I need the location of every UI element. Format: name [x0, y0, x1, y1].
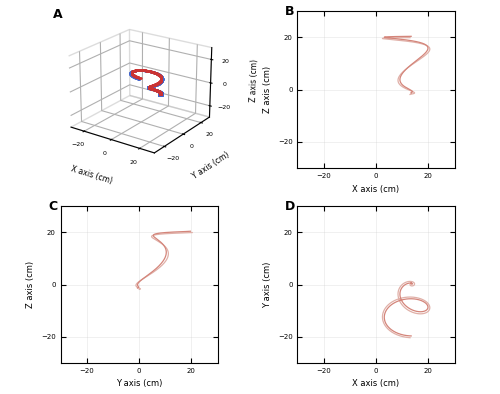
Text: B: B [285, 5, 294, 18]
X-axis label: Y axis (cm): Y axis (cm) [116, 379, 162, 388]
Text: A: A [52, 8, 62, 21]
Y-axis label: Z axis (cm): Z axis (cm) [26, 261, 36, 308]
Y-axis label: Y axis (cm): Y axis (cm) [264, 261, 272, 308]
X-axis label: X axis (cm): X axis (cm) [352, 379, 400, 388]
Y-axis label: Y axis (cm): Y axis (cm) [191, 150, 231, 180]
Text: D: D [285, 200, 295, 213]
X-axis label: X axis (cm): X axis (cm) [352, 184, 400, 193]
X-axis label: X axis (cm): X axis (cm) [70, 164, 113, 186]
Text: C: C [48, 200, 57, 213]
Y-axis label: Z axis (cm): Z axis (cm) [264, 66, 272, 113]
